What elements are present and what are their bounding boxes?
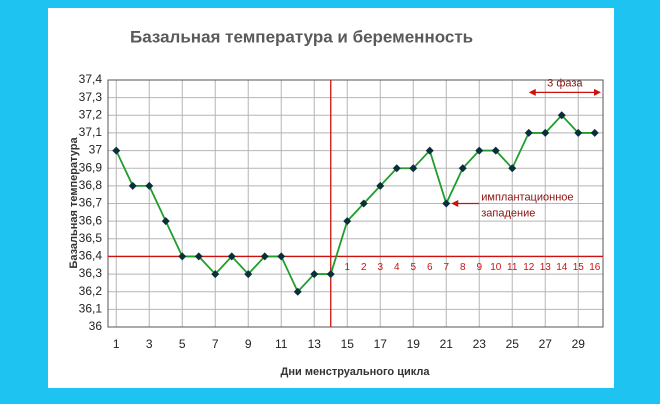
y-tick-label: 36,6 bbox=[79, 213, 103, 227]
data-point bbox=[112, 146, 121, 155]
data-point bbox=[277, 252, 286, 261]
x-tick-label: 11 bbox=[275, 337, 288, 351]
phase-day-number: 1 bbox=[344, 262, 350, 273]
data-point bbox=[541, 128, 550, 137]
data-point bbox=[491, 146, 500, 155]
phase-day-number: 10 bbox=[490, 262, 502, 273]
phase-day-number: 4 bbox=[394, 262, 400, 273]
y-tick-label: 36,4 bbox=[79, 249, 103, 263]
data-point bbox=[326, 270, 335, 279]
data-point bbox=[425, 146, 434, 155]
data-point bbox=[409, 164, 418, 173]
phase-day-number: 16 bbox=[589, 262, 601, 273]
data-point bbox=[161, 217, 170, 226]
phase-day-number: 6 bbox=[427, 262, 433, 273]
phase-day-number: 9 bbox=[476, 262, 482, 273]
x-tick-label: 15 bbox=[341, 337, 355, 351]
data-point bbox=[475, 146, 484, 155]
data-point bbox=[557, 111, 566, 120]
data-point bbox=[574, 128, 583, 137]
phase-day-number: 14 bbox=[556, 262, 568, 273]
annotation-text: западение bbox=[481, 207, 535, 219]
data-point bbox=[590, 128, 599, 137]
data-point bbox=[227, 252, 236, 261]
x-tick-label: 27 bbox=[539, 337, 553, 351]
plot-frame bbox=[107, 79, 604, 328]
phase-arrowhead bbox=[528, 88, 536, 96]
y-tick-label: 36,3 bbox=[79, 266, 103, 280]
data-point bbox=[293, 287, 302, 296]
data-point bbox=[244, 270, 253, 279]
data-point bbox=[508, 164, 517, 173]
phase-day-number: 15 bbox=[573, 262, 585, 273]
y-tick-label: 36,7 bbox=[79, 196, 103, 210]
y-tick-label: 37,2 bbox=[79, 107, 103, 121]
data-point bbox=[392, 164, 401, 173]
phase-label: 3 фаза bbox=[547, 77, 583, 89]
y-tick-label: 36,8 bbox=[79, 178, 103, 192]
data-point bbox=[376, 181, 385, 190]
phase-day-number: 11 bbox=[507, 262, 518, 273]
data-point bbox=[211, 270, 220, 279]
y-tick-label: 36,1 bbox=[79, 302, 103, 316]
x-tick-label: 7 bbox=[212, 337, 219, 351]
data-point bbox=[194, 252, 203, 261]
data-point bbox=[359, 199, 368, 208]
y-tick-label: 36,2 bbox=[79, 284, 103, 298]
x-tick-label: 13 bbox=[308, 337, 322, 351]
x-tick-label: 17 bbox=[374, 337, 388, 351]
y-tick-label: 36,5 bbox=[79, 231, 103, 245]
x-tick-label: 25 bbox=[506, 337, 520, 351]
y-tick-label: 37,3 bbox=[79, 90, 103, 104]
phase-day-number: 8 bbox=[460, 262, 466, 273]
x-tick-label: 9 bbox=[245, 337, 252, 351]
data-point bbox=[310, 270, 319, 279]
y-tick-label: 37,4 bbox=[79, 72, 103, 86]
data-point bbox=[145, 181, 154, 190]
y-tick-label: 36,9 bbox=[79, 160, 103, 174]
x-axis-label: Дни менструального цикла bbox=[281, 366, 431, 378]
data-point bbox=[524, 128, 533, 137]
x-tick-label: 19 bbox=[407, 337, 421, 351]
chart-title: Базальная температура и беременность bbox=[130, 27, 473, 46]
x-tick-label: 23 bbox=[473, 337, 487, 351]
x-tick-label: 21 bbox=[440, 337, 454, 351]
phase-day-number: 5 bbox=[410, 262, 416, 273]
x-tick-label: 3 bbox=[146, 337, 153, 351]
y-tick-label: 36 bbox=[89, 319, 103, 333]
phase-day-number: 7 bbox=[443, 262, 449, 273]
phase-arrowhead bbox=[594, 88, 601, 96]
y-tick-label: 37,1 bbox=[79, 125, 103, 139]
data-point bbox=[442, 199, 451, 208]
data-point bbox=[260, 252, 269, 261]
data-point bbox=[343, 217, 352, 226]
annotation-text: имплантационное bbox=[481, 191, 573, 203]
phase-day-number: 2 bbox=[361, 262, 367, 273]
data-point bbox=[128, 181, 137, 190]
data-point bbox=[178, 252, 187, 261]
x-tick-label: 29 bbox=[572, 337, 586, 351]
x-tick-label: 5 bbox=[179, 337, 186, 351]
y-axis-label: Базальная температура bbox=[68, 137, 80, 269]
annotation-arrowhead bbox=[451, 200, 459, 207]
phase-day-number: 12 bbox=[523, 262, 535, 273]
phase-day-number: 13 bbox=[540, 262, 552, 273]
phase-day-number: 3 bbox=[377, 262, 383, 273]
y-tick-label: 37 bbox=[89, 143, 103, 157]
x-tick-label: 1 bbox=[113, 337, 120, 351]
data-point bbox=[458, 164, 467, 173]
